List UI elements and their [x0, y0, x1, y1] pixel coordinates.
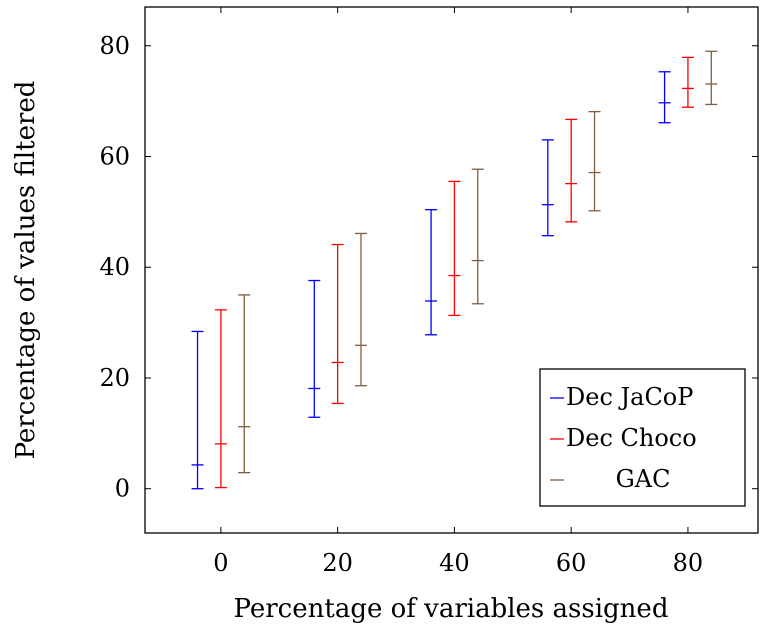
- series-dec-choco: [214, 56, 694, 489]
- legend: Dec JaCoP Dec Choco GAC: [539, 368, 746, 507]
- y-tick-label: 40: [99, 253, 130, 281]
- series-layer: [191, 50, 718, 490]
- legend-box: [539, 368, 746, 507]
- series-dec-jacop: [191, 71, 671, 490]
- ticks-layer: 0 20 40 60 80 0 20 40 60 80: [99, 7, 758, 577]
- x-tick-label: 80: [673, 549, 704, 577]
- legend-label-gac: GAC: [616, 465, 671, 493]
- y-tick-label: 20: [99, 364, 130, 392]
- y-tick-label: 60: [99, 142, 130, 170]
- x-tick-label: 40: [439, 549, 470, 577]
- x-axis-label: Percentage of variables assigned: [234, 594, 669, 624]
- y-tick-label: 80: [99, 32, 130, 60]
- legend-label-dec-jacop: Dec JaCoP: [566, 383, 693, 411]
- x-tick-label: 20: [322, 549, 353, 577]
- y-axis-label: Percentage of values filtered: [11, 81, 41, 460]
- y-tick-label: 0: [115, 475, 130, 503]
- x-tick-label: 60: [556, 549, 587, 577]
- legend-label-dec-choco: Dec Choco: [566, 424, 697, 452]
- x-tick-label: 0: [213, 549, 228, 577]
- plot-frame: [144, 6, 759, 534]
- series-gac: [238, 50, 718, 474]
